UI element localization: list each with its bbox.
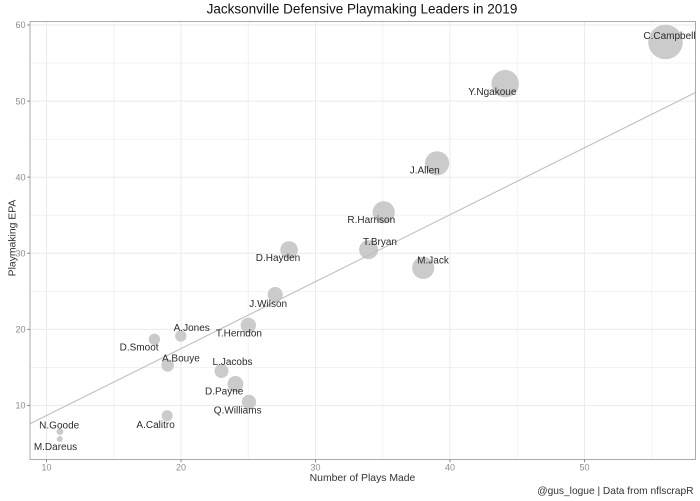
svg-text:Q.Williams: Q.Williams: [214, 405, 262, 416]
svg-text:A.Bouye: A.Bouye: [162, 354, 200, 365]
svg-text:A.Jones: A.Jones: [174, 323, 210, 334]
svg-text:J.Wilson: J.Wilson: [249, 299, 287, 310]
svg-text:M.Dareus: M.Dareus: [34, 442, 77, 453]
svg-text:T.Bryan: T.Bryan: [363, 237, 397, 248]
svg-text:M.Jack: M.Jack: [417, 255, 450, 266]
svg-text:C.Campbell: C.Campbell: [643, 31, 695, 42]
svg-text:N.Goode: N.Goode: [39, 420, 79, 431]
svg-text:10: 10: [41, 463, 51, 473]
svg-text:J.Allen: J.Allen: [410, 166, 440, 177]
svg-text:50: 50: [15, 96, 25, 106]
svg-text:Jacksonville Defensive Playmak: Jacksonville Defensive Playmaking Leader…: [207, 2, 518, 17]
svg-text:R.Harrison: R.Harrison: [347, 215, 395, 226]
svg-text:A.Calitro: A.Calitro: [136, 420, 175, 431]
svg-text:30: 30: [15, 249, 25, 259]
svg-text:40: 40: [445, 463, 455, 473]
svg-text:D.Smoot: D.Smoot: [120, 343, 159, 354]
svg-text:@gus_logue | Data from nflscra: @gus_logue | Data from nflscrapR: [537, 486, 693, 497]
svg-text:60: 60: [15, 20, 25, 30]
svg-text:30: 30: [310, 463, 320, 473]
svg-text:20: 20: [176, 463, 186, 473]
svg-text:T.Herndon: T.Herndon: [216, 329, 262, 340]
svg-text:Y.Ngakoue: Y.Ngakoue: [468, 87, 517, 98]
svg-text:Number of Plays Made: Number of Plays Made: [310, 473, 416, 484]
svg-text:D.Payne: D.Payne: [205, 387, 244, 398]
svg-text:D.Hayden: D.Hayden: [256, 253, 300, 264]
svg-text:40: 40: [15, 172, 25, 182]
svg-text:20: 20: [15, 325, 25, 335]
svg-text:10: 10: [15, 401, 25, 411]
svg-text:50: 50: [579, 463, 589, 473]
svg-text:L.Jacobs: L.Jacobs: [212, 357, 252, 368]
svg-text:Playmaking EPA: Playmaking EPA: [8, 200, 19, 277]
